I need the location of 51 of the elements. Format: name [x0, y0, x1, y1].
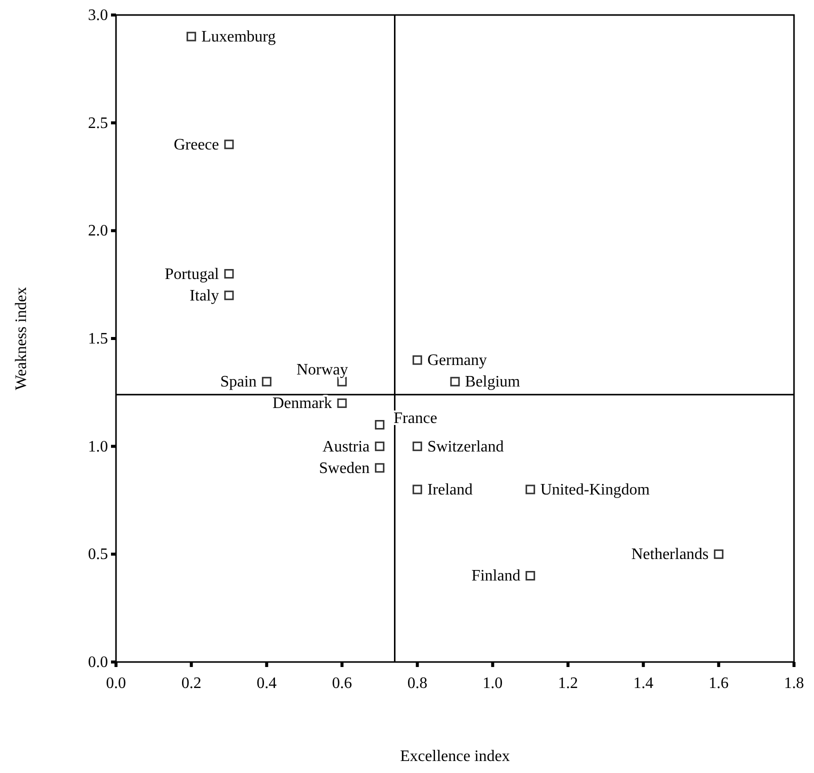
- point: [412, 442, 422, 452]
- series-label: Denmark: [272, 395, 332, 412]
- series-label: Greece: [174, 136, 219, 154]
- series-label: Austria: [322, 438, 370, 456]
- x-tick-label: 0.8: [407, 675, 428, 692]
- point: [412, 355, 422, 365]
- series-label: Germany: [427, 352, 487, 370]
- y-tick-label: 1.5: [88, 330, 108, 348]
- point: [374, 442, 384, 452]
- x-tick-label: 0.4: [256, 675, 277, 692]
- y-tick-label: 2.5: [88, 114, 108, 132]
- series-label: Italy: [190, 287, 219, 304]
- point: [526, 570, 536, 580]
- x-tick-label: 1.8: [784, 675, 804, 692]
- point: [262, 376, 272, 386]
- x-tick-label: 0.0: [106, 675, 126, 692]
- series-label: Ireland: [427, 481, 473, 498]
- x-tick-label: 1.6: [708, 675, 729, 692]
- y-tick-label: 3.0: [88, 7, 108, 24]
- x-tick-label: 0.2: [181, 675, 202, 692]
- y-tick-label: 2.0: [88, 222, 108, 240]
- y-tick-label: 0.0: [88, 654, 108, 671]
- series-label: United-Kingdom: [540, 481, 650, 498]
- point: [224, 290, 234, 300]
- series-label: Finland: [471, 568, 520, 585]
- series-label: Norway: [296, 362, 348, 379]
- point: [337, 398, 347, 408]
- x-tick-label: 1.2: [558, 675, 578, 692]
- x-axis-title: Excellence index: [400, 748, 510, 765]
- y-axis-title: Weakness index: [13, 286, 30, 390]
- y-tick-label: 1.0: [88, 438, 108, 456]
- x-tick-label: 1.0: [482, 675, 503, 692]
- point: [412, 484, 422, 494]
- point: [224, 140, 234, 150]
- series-label: Belgium: [465, 374, 521, 391]
- series-label: Sweden: [319, 460, 370, 477]
- point: [374, 463, 384, 473]
- point: [374, 420, 384, 430]
- x-tick-label: 0.6: [332, 675, 352, 692]
- series-label: Netherlands: [631, 546, 709, 564]
- point: [450, 376, 460, 386]
- point: [714, 549, 724, 559]
- y-tick-label: 0.5: [88, 546, 108, 564]
- series-label: Switzerland: [427, 438, 504, 456]
- x-tick-label: 1.4: [633, 675, 654, 692]
- series-label: Luxemburg: [201, 28, 276, 46]
- point: [186, 32, 196, 42]
- point: [224, 269, 234, 279]
- point: [526, 484, 536, 494]
- series-label: Portugal: [164, 266, 220, 283]
- series-label: Spain: [220, 374, 257, 391]
